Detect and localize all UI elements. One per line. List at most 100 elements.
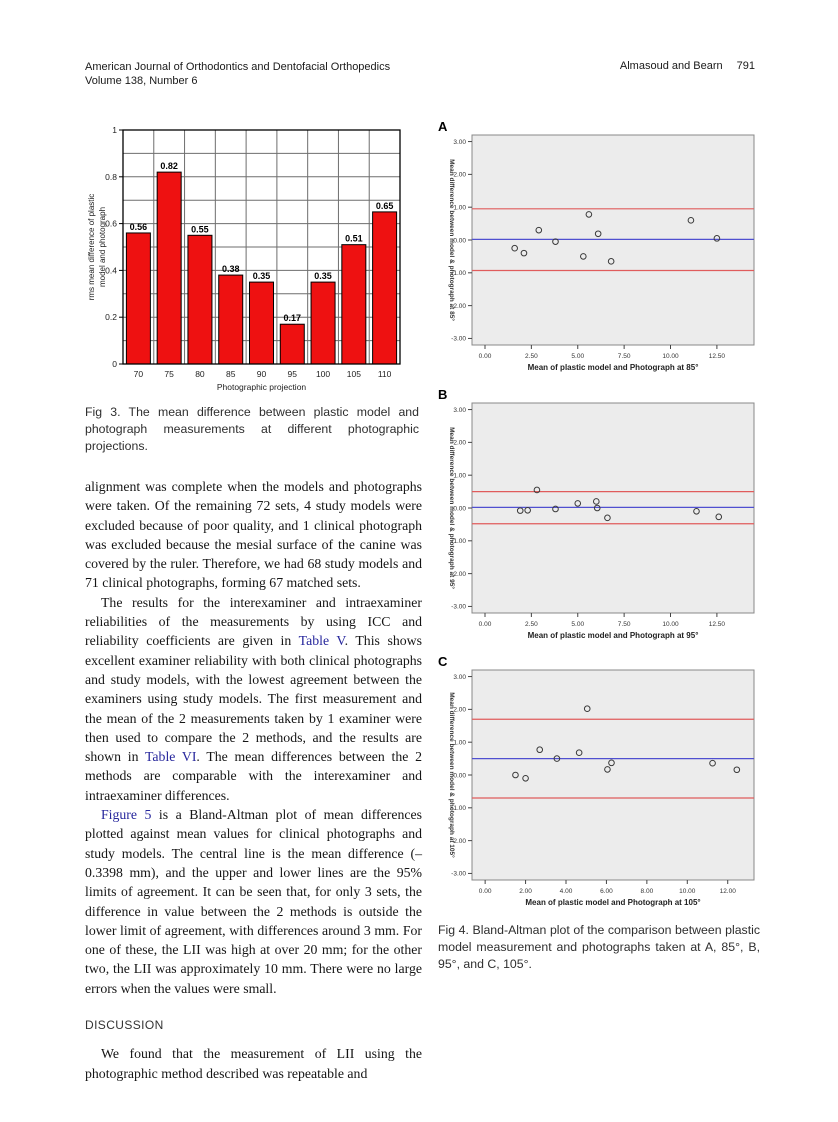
header-left: American Journal of Orthodontics and Den… xyxy=(85,60,390,88)
svg-text:-3.00: -3.00 xyxy=(451,871,466,878)
svg-text:0.8: 0.8 xyxy=(105,172,117,182)
svg-text:0.35: 0.35 xyxy=(314,271,332,281)
svg-text:70: 70 xyxy=(134,369,144,379)
svg-text:110: 110 xyxy=(378,369,392,379)
svg-text:2.00: 2.00 xyxy=(519,888,532,895)
svg-text:7.50: 7.50 xyxy=(618,353,631,360)
svg-text:1.00: 1.00 xyxy=(453,472,466,479)
fig3-caption: Fig 3. The mean difference between plast… xyxy=(85,405,419,453)
svg-text:0.4: 0.4 xyxy=(105,265,117,275)
svg-text:3.00: 3.00 xyxy=(453,674,466,681)
svg-text:85: 85 xyxy=(226,369,236,379)
paragraph: alignment was complete when the models a… xyxy=(85,477,422,593)
text-segment: We found that the measurement of LII usi… xyxy=(85,1046,422,1081)
page-number: 791 xyxy=(736,60,755,72)
svg-text:10.00: 10.00 xyxy=(679,888,696,895)
svg-text:0.00: 0.00 xyxy=(479,353,492,360)
svg-text:Mean of plastic model and Phot: Mean of plastic model and Photograph at … xyxy=(528,363,699,372)
svg-text:0.51: 0.51 xyxy=(345,234,363,244)
svg-text:4.00: 4.00 xyxy=(560,888,573,895)
svg-text:3.00: 3.00 xyxy=(453,407,466,414)
svg-text:2.50: 2.50 xyxy=(525,353,538,360)
svg-text:0.55: 0.55 xyxy=(191,224,209,234)
paragraph: We found that the measurement of LII usi… xyxy=(85,1044,422,1083)
svg-text:0.38: 0.38 xyxy=(222,264,240,274)
cross-reference-link[interactable]: Figure 5 xyxy=(101,807,152,823)
svg-text:0.56: 0.56 xyxy=(130,222,148,232)
svg-text:Mean of plastic model and Phot: Mean of plastic model and Photograph at … xyxy=(525,898,700,907)
body-text-column: alignment was complete when the models a… xyxy=(85,477,422,1083)
svg-text:0.2: 0.2 xyxy=(105,312,117,322)
svg-text:A: A xyxy=(438,119,448,134)
fig4-plot-b: B 3.00 2.00 1.00 0.00 -1.00 -2.00 -3.00 0.00 2.50… xyxy=(438,387,755,640)
svg-text:Mean of plastic model and Phot: Mean of plastic model and Photograph at … xyxy=(528,631,699,640)
running-authors: Almasoud and Bearn xyxy=(619,60,723,72)
svg-text:2.00: 2.00 xyxy=(453,707,466,714)
discussion-paragraphs: We found that the measurement of LII usi… xyxy=(85,1044,422,1083)
svg-text:12.50: 12.50 xyxy=(709,621,726,628)
svg-text:95: 95 xyxy=(288,369,298,379)
journal-title: American Journal of Orthodontics and Den… xyxy=(85,61,391,73)
discussion-heading: DISCUSSION xyxy=(85,1018,164,1033)
svg-text:0.65: 0.65 xyxy=(376,201,394,211)
fig4-caption: Fig 4. Bland-Altman plot of the comparis… xyxy=(438,923,760,971)
svg-text:0.35: 0.35 xyxy=(253,271,271,281)
svg-text:-2.00: -2.00 xyxy=(451,303,466,310)
svg-text:Mean difference between model: Mean difference between model & photogra… xyxy=(448,159,456,321)
svg-text:1.00: 1.00 xyxy=(453,739,466,746)
fig3-bar-chart: 0.56 70 0.82 75 0.55 80 0.38 85 0.35 90 0.17 95 0.35… xyxy=(87,125,401,392)
results-paragraphs: alignment was complete when the models a… xyxy=(85,477,422,998)
cross-reference-link[interactable]: Table V xyxy=(298,633,345,649)
svg-text:100: 100 xyxy=(316,369,330,379)
svg-text:0.17: 0.17 xyxy=(284,313,302,323)
text-segment: . This shows excellent examiner reliabil… xyxy=(85,633,422,765)
svg-text:105: 105 xyxy=(347,369,361,379)
svg-text:0.00: 0.00 xyxy=(479,621,492,628)
svg-text:-1.00: -1.00 xyxy=(451,538,466,545)
svg-text:C: C xyxy=(438,654,448,669)
volume-issue: Volume 138, Number 6 xyxy=(85,75,198,87)
paragraph: Figure 5 is a Bland-Altman plot of mean … xyxy=(85,805,422,998)
paragraph: The results for the interexaminer and in… xyxy=(85,593,422,805)
svg-text:2.00: 2.00 xyxy=(453,172,466,179)
svg-text:5.00: 5.00 xyxy=(571,621,584,628)
svg-text:1.00: 1.00 xyxy=(453,204,466,211)
svg-text:80: 80 xyxy=(195,369,205,379)
svg-text:0.00: 0.00 xyxy=(453,772,466,779)
fig4-plot-c: C 3.00 2.00 1.00 0.00 -1.00 -2.00 -3.00 0.00 2.00… xyxy=(438,654,755,907)
svg-text:0.6: 0.6 xyxy=(105,219,117,229)
text-segment: is a Bland-Altman plot of mean differenc… xyxy=(85,807,422,996)
svg-text:12.50: 12.50 xyxy=(709,353,726,360)
svg-text:2.00: 2.00 xyxy=(453,440,466,447)
svg-text:-3.00: -3.00 xyxy=(451,604,466,611)
svg-text:-2.00: -2.00 xyxy=(451,838,466,845)
svg-text:12.00: 12.00 xyxy=(720,888,737,895)
svg-text:10.00: 10.00 xyxy=(662,353,679,360)
svg-text:3.00: 3.00 xyxy=(453,139,466,146)
svg-text:0.00: 0.00 xyxy=(479,888,492,895)
svg-text:B: B xyxy=(438,387,447,402)
text-segment: . The mean differences between the 2 met… xyxy=(85,749,422,803)
fig4-plot-a: A 3.00 2.00 1.00 0.00 -1.00 -2.00 -3.00 0.00 2.50… xyxy=(438,119,755,372)
svg-text:Photographic projection: Photographic projection xyxy=(217,382,307,392)
svg-text:model and photograph: model and photograph xyxy=(98,207,107,287)
svg-text:-1.00: -1.00 xyxy=(451,270,466,277)
header-right: Almasoud and Bearn 791 xyxy=(620,60,755,72)
svg-text:-2.00: -2.00 xyxy=(451,571,466,578)
svg-text:0: 0 xyxy=(112,359,117,369)
svg-text:75: 75 xyxy=(164,369,174,379)
svg-text:-1.00: -1.00 xyxy=(451,805,466,812)
svg-text:1: 1 xyxy=(112,125,117,135)
svg-text:Mean difference between model: Mean difference between model & photogra… xyxy=(448,692,456,858)
text-segment: alignment was complete when the models a… xyxy=(85,479,422,591)
svg-text:7.50: 7.50 xyxy=(618,621,631,628)
svg-text:0.00: 0.00 xyxy=(453,237,466,244)
svg-text:6.00: 6.00 xyxy=(600,888,613,895)
svg-text:-3.00: -3.00 xyxy=(451,336,466,343)
svg-text:8.00: 8.00 xyxy=(641,888,654,895)
cross-reference-link[interactable]: Table VI xyxy=(144,749,197,765)
svg-text:Mean difference between model: Mean difference between model & photogra… xyxy=(448,427,456,589)
svg-text:2.50: 2.50 xyxy=(525,621,538,628)
svg-text:90: 90 xyxy=(257,369,267,379)
